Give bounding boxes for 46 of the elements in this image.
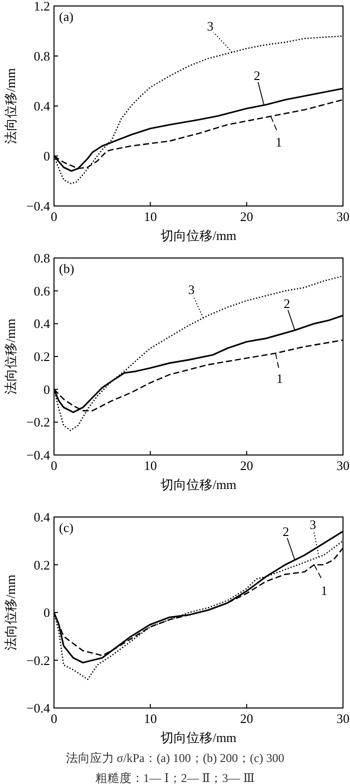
- y-tick-label: 0.8: [34, 250, 50, 266]
- series-label: 3: [188, 282, 195, 297]
- series-label: 2: [284, 296, 290, 312]
- x-tick-label: 20: [240, 209, 254, 224]
- x-axis-title: 切向位移/mm: [160, 730, 236, 745]
- legend-label: 1: [320, 582, 328, 598]
- series-label: 2: [282, 524, 290, 539]
- series-label: 2: [254, 68, 260, 84]
- series-label: 3: [206, 18, 214, 34]
- y-axis-title: 法向位移/mm: [3, 68, 18, 144]
- x-tick-label: 30: [336, 458, 350, 473]
- y-tick-label: −0.4: [26, 700, 50, 716]
- x-axis-title: 切向位移/mm: [160, 228, 236, 243]
- y-axis-title: 法向位移/mm: [3, 318, 18, 394]
- x-tick-label: 10: [144, 209, 157, 224]
- x-tick-label: 20: [240, 711, 254, 726]
- y-tick-label: 0.4: [34, 316, 50, 332]
- y-tick-label: 0.2: [34, 557, 50, 572]
- y-tick-label: −0.4: [26, 198, 50, 214]
- series-label: 3: [310, 516, 316, 532]
- x-tick-label: 10: [144, 458, 157, 473]
- y-tick-label: −0.2: [26, 414, 50, 430]
- x-tick-label: 30: [336, 711, 350, 726]
- y-tick-label: 0.4: [34, 510, 50, 524]
- x-tick-label: 10: [144, 711, 157, 726]
- annotation: (b): [59, 261, 74, 276]
- x-tick-label: 20: [240, 458, 254, 473]
- y-tick-label: −0.2: [26, 652, 50, 668]
- legend-label: 1: [276, 134, 282, 150]
- annotation: (c): [59, 520, 74, 535]
- y-tick-label: 0: [44, 382, 50, 397]
- text: 粗糙度：1— Ⅰ；2— Ⅱ；3— Ⅲ: [95, 771, 255, 784]
- y-tick-label: −0.4: [26, 448, 50, 462]
- y-tick-label: 0.2: [34, 349, 50, 364]
- y-tick-label: 0.4: [34, 98, 50, 114]
- y-tick-label: 1.2: [34, 0, 50, 14]
- y-axis-title: 法向位移/mm: [3, 574, 18, 650]
- text: 法向应力 σ/kPa：(a) 100；(b) 200；(c) 300: [66, 751, 284, 765]
- annotation: (a): [59, 9, 74, 24]
- legend-label: 1: [276, 371, 283, 386]
- y-tick-label: 0: [44, 148, 50, 164]
- x-axis-title: 切向位移/mm: [160, 477, 236, 492]
- y-tick-label: 0.8: [34, 48, 50, 64]
- x-tick-label: 30: [336, 209, 350, 224]
- y-tick-label: 0.6: [34, 283, 50, 298]
- y-tick-label: 0: [44, 605, 50, 620]
